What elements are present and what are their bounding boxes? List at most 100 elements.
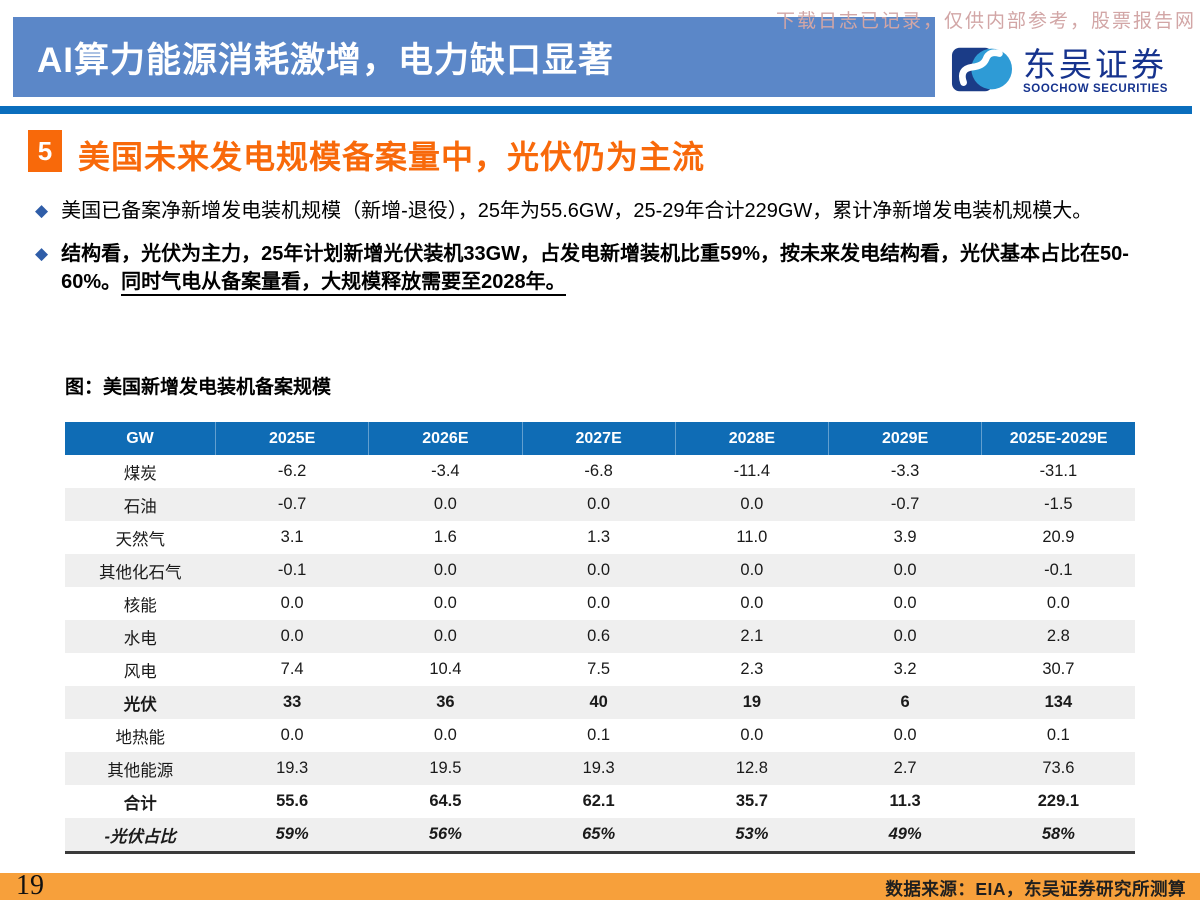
watermark-text: 下载日志已记录，仅供内部参考，股票报告网: [775, 11, 1196, 32]
table-row: 石油 -0.7 0.0 0.0 0.0 -0.7 -1.5: [65, 488, 1135, 521]
row-value: 49%: [828, 818, 982, 854]
row-value: 65%: [522, 818, 676, 854]
row-value: 6: [900, 693, 910, 711]
row-value: -0.1: [277, 561, 307, 579]
table-row: 煤炭 -6.2 -3.4 -6.8 -11.4 -3.3 -31.1: [65, 455, 1135, 488]
row-label: 其他化石气: [99, 563, 182, 582]
row-value: 0.0: [740, 561, 764, 579]
logo-name-en: SOOCHOW SECURITIES: [1023, 82, 1168, 95]
row-value: 55.6: [276, 792, 309, 810]
row-value: 2.8: [1046, 627, 1070, 645]
row-value: 0.0: [433, 495, 457, 513]
column-header: 2029E: [828, 422, 983, 455]
row-value: -31.1: [1039, 462, 1078, 480]
row-value: 2.7: [893, 759, 917, 777]
bullet-item-1: ◆ 美国已备案净新增发电装机规模（新增-退役），25年为55.6GW，25-29…: [35, 197, 1175, 225]
bullet-text-1: 美国已备案净新增发电装机规模（新增-退役），25年为55.6GW，25-29年合…: [61, 200, 1093, 222]
row-label: 其他能源: [107, 761, 174, 780]
bullet-text-2-main: 结构看，光伏为主力，25年计划新增光伏装机33GW，占发电新增装机比重59%，按…: [61, 243, 1129, 293]
row-value: 20.9: [1042, 528, 1075, 546]
row-value: 56%: [368, 818, 522, 854]
row-value: 0.0: [740, 726, 764, 744]
bullet-list: ◆ 美国已备案净新增发电装机规模（新增-退役），25年为55.6GW，25-29…: [35, 197, 1175, 311]
table-row: 地热能 0.0 0.0 0.1 0.0 0.0 0.1: [65, 719, 1135, 752]
row-value: 19.3: [276, 759, 309, 777]
row-value: 73.6: [1042, 759, 1075, 777]
row-value: 0.0: [893, 627, 917, 645]
table-row: 其他化石气 -0.1 0.0 0.0 0.0 0.0 -0.1: [65, 554, 1135, 587]
row-label: 石油: [123, 497, 157, 516]
row-value: 36: [436, 693, 455, 711]
row-value: 2.1: [740, 627, 764, 645]
column-header: 2025E-2029E: [981, 422, 1135, 455]
section-number-badge: 5: [28, 130, 62, 172]
row-value: 0.0: [587, 594, 611, 612]
row-value: 12.8: [735, 759, 768, 777]
row-value: -11.4: [733, 462, 771, 480]
table-row: 其他能源 19.3 19.5 19.3 12.8 2.7 73.6: [65, 752, 1135, 785]
row-value: 11.0: [736, 528, 768, 546]
row-value: 0.1: [587, 726, 611, 744]
row-value: 35.7: [735, 792, 768, 810]
row-value: 0.6: [587, 627, 611, 645]
diamond-bullet-icon: ◆: [35, 201, 49, 220]
row-value: -0.7: [890, 495, 920, 513]
row-value: 40: [589, 693, 608, 711]
row-value: 0.0: [280, 726, 304, 744]
row-value: -1.5: [1044, 495, 1073, 513]
soochow-logo: 东吴证券 SOOCHOW SECURITIES: [951, 40, 1168, 103]
row-value: 0.0: [740, 495, 764, 513]
row-value: 0.0: [893, 726, 917, 744]
row-value: -0.7: [277, 495, 307, 513]
row-value: -6.8: [584, 462, 613, 480]
row-label: 核能: [123, 596, 157, 615]
row-value: 0.0: [433, 726, 457, 744]
data-source-note: 数据来源：EIA，东吴证券研究所测算: [885, 879, 1186, 899]
row-label: 光伏: [123, 695, 157, 714]
row-value: 0.0: [893, 561, 917, 579]
column-header: 2028E: [675, 422, 830, 455]
column-header: 2027E: [522, 422, 676, 455]
row-value: 19: [742, 693, 762, 711]
table-row: 风电 7.4 10.4 7.5 2.3 3.2 30.7: [65, 653, 1135, 686]
column-header: GW: [65, 422, 216, 455]
row-label: 天然气: [115, 530, 166, 549]
row-value: 0.0: [280, 627, 304, 645]
row-value: 3.2: [893, 660, 917, 678]
header-divider-line: [0, 106, 1192, 114]
row-value: 62.1: [582, 792, 615, 810]
top-banner: AI算力能源消耗激增，电力缺口显著: [13, 17, 935, 97]
table-row: 水电 0.0 0.0 0.6 2.1 0.0 2.8: [65, 620, 1135, 653]
row-value: 0.0: [893, 594, 917, 612]
page-number: 19: [16, 870, 44, 901]
row-value: 229.1: [1037, 792, 1080, 810]
row-label: 合计: [123, 794, 157, 813]
logo-name-cn: 东吴证券: [1023, 45, 1168, 83]
table-caption: 图：美国新增发电装机备案规模: [65, 377, 332, 398]
row-value: 64.5: [429, 792, 462, 810]
row-value: 134: [1044, 693, 1073, 711]
row-value: 0.0: [587, 561, 611, 579]
row-value: 33: [282, 693, 302, 711]
row-value: 0.0: [1046, 594, 1070, 612]
footer-bar: [0, 873, 1200, 900]
bullet-item-2: ◆ 结构看，光伏为主力，25年计划新增光伏装机33GW，占发电新增装机比重59%…: [35, 240, 1175, 296]
row-value: -3.4: [431, 462, 460, 480]
bullet-text-2: 结构看，光伏为主力，25年计划新增光伏装机33GW，占发电新增装机比重59%，按…: [61, 240, 1175, 296]
column-header: 2025E: [215, 422, 370, 455]
row-label: 水电: [123, 629, 157, 648]
row-value: 30.7: [1042, 660, 1075, 678]
table-row: 核能 0.0 0.0 0.0 0.0 0.0 0.0: [65, 587, 1135, 620]
table-header-row: GW 2025E 2026E 2027E 2028E 2029E 2025E-2029E: [65, 422, 1135, 455]
row-value: 7.5: [587, 660, 611, 678]
row-value: 11.3: [889, 792, 921, 810]
row-value: 19.3: [582, 759, 615, 777]
diamond-bullet-icon: ◆: [35, 244, 49, 263]
row-value: 1.3: [587, 528, 611, 546]
row-value: 58%: [981, 818, 1135, 854]
section-title: 美国未来发电规模备案量中，光伏仍为主流: [78, 139, 706, 175]
banner-title: AI算力能源消耗激增，电力缺口显著: [37, 40, 615, 80]
row-label: 风电: [123, 662, 157, 681]
row-value: 2.3: [740, 660, 764, 678]
row-value: -6.2: [277, 462, 307, 480]
